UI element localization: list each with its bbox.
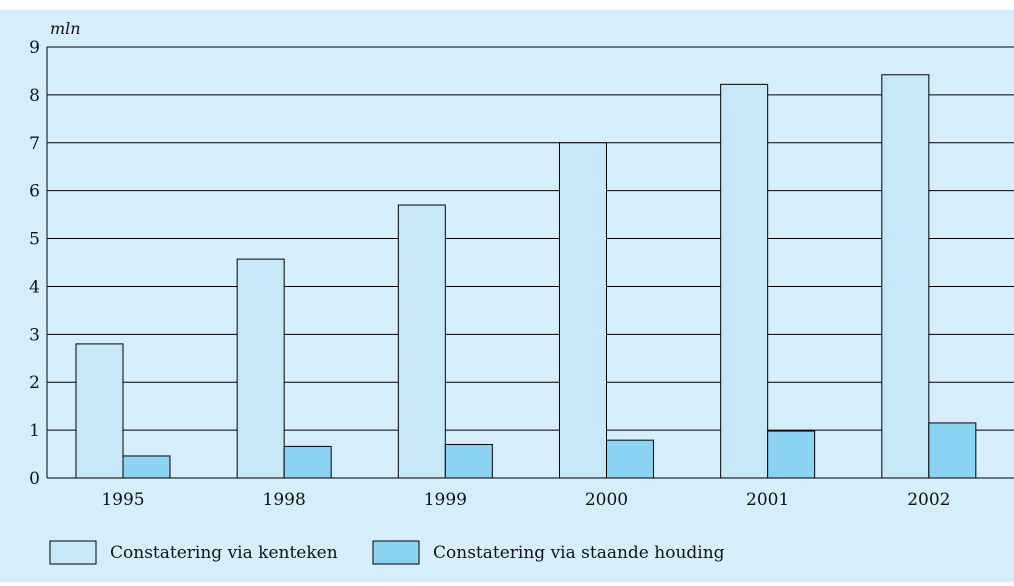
legend-label: Constatering via kenteken xyxy=(110,543,338,563)
bar-staande-houding xyxy=(122,455,171,479)
bar-kenteken xyxy=(881,74,930,479)
y-tick-labels: 0 1 2 3 4 5 6 7 8 9 xyxy=(29,38,40,489)
x-tick-label: 2001 xyxy=(746,490,789,510)
bar-staande-houding xyxy=(606,439,654,479)
x-tick-label: 1999 xyxy=(424,490,467,510)
y-tick-label: 3 xyxy=(29,325,40,345)
bar-staande-houding xyxy=(767,430,816,479)
y-tick-label: 5 xyxy=(29,230,40,250)
legend: Constatering via kenteken Constatering vi… xyxy=(49,540,725,565)
x-tick-label: 1995 xyxy=(101,490,144,510)
x-tick-label: 2000 xyxy=(585,490,628,510)
legend-swatch xyxy=(49,540,97,565)
y-axis-unit-label: mln xyxy=(50,19,81,38)
gridlines xyxy=(47,46,1014,431)
y-tick-label: 4 xyxy=(29,277,40,297)
y-tick-label: 1 xyxy=(29,421,40,441)
y-tick-label: 2 xyxy=(29,373,40,393)
bar-kenteken xyxy=(75,343,124,479)
bar-staande-houding xyxy=(928,422,977,479)
bar-kenteken xyxy=(720,83,769,479)
x-tick-label: 1998 xyxy=(263,490,306,510)
bars xyxy=(75,74,977,479)
y-tick-label: 9 xyxy=(29,38,40,58)
x-tick-labels: 1995 1998 1999 2000 2001 2002 xyxy=(101,490,950,510)
y-tick-label: 0 xyxy=(29,469,40,489)
x-tick-label: 2002 xyxy=(907,490,950,510)
legend-swatch xyxy=(372,540,420,565)
legend-label: Constatering via staande houding xyxy=(433,543,725,563)
chart-background xyxy=(0,10,1014,582)
bar-staande-houding xyxy=(444,443,493,479)
bar-staande-houding xyxy=(283,445,332,479)
y-tick-label: 6 xyxy=(29,182,40,202)
bar-kenteken xyxy=(559,142,607,479)
y-tick-label: 7 xyxy=(29,134,40,154)
axes xyxy=(46,47,1014,479)
bar-kenteken xyxy=(236,258,285,479)
y-tick-label: 8 xyxy=(29,86,40,106)
bar-kenteken xyxy=(397,204,446,479)
